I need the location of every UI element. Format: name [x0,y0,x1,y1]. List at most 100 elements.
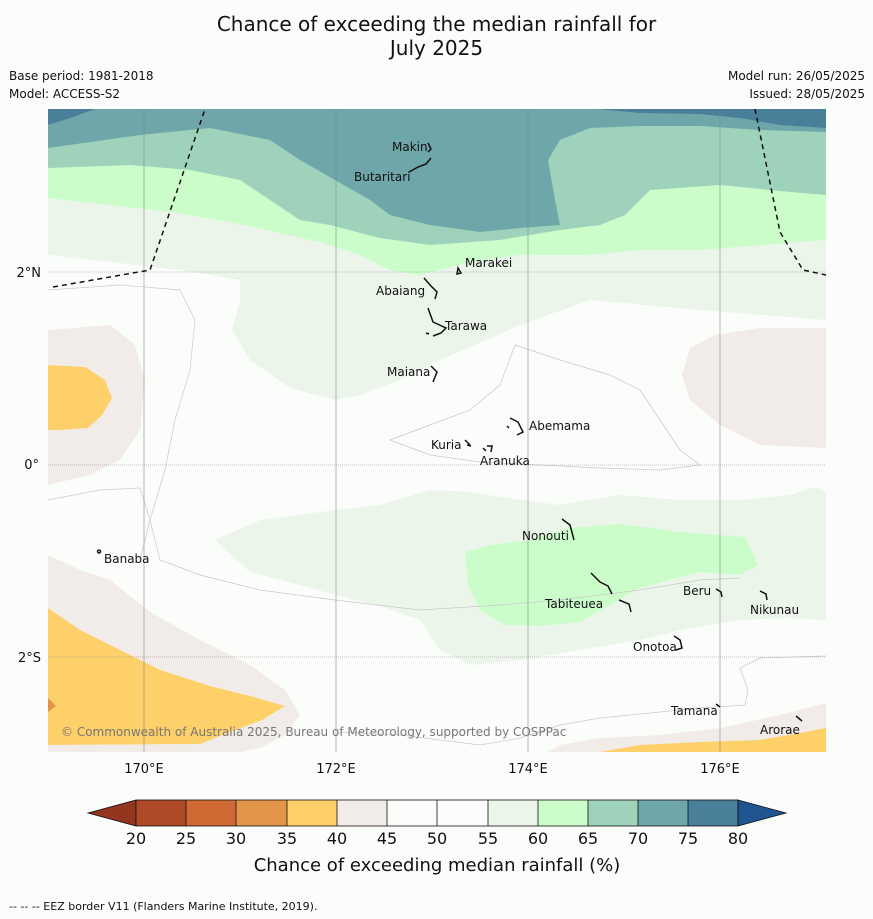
band-75-80-east [598,109,826,128]
colorbar-bin-20-25 [136,800,186,826]
island-tamana [715,703,721,708]
island-onotoa [673,635,683,651]
colorbar-tick-25: 25 [176,829,196,848]
place-makin: Makin [392,140,428,154]
colorbar-tick-45: 45 [377,829,397,848]
place-aranuka: Aranuka [480,454,530,468]
island-arorae [795,715,803,722]
island-butaritari [408,157,432,173]
colorbar-tick-65: 65 [578,829,598,848]
colorbar-arrow-low [86,799,137,827]
place-onotoa: Onotoa [633,640,677,654]
lat-tick-2s: 2°S [18,651,41,666]
island-nonouti [561,518,575,541]
title-line-1: Chance of exceeding the median rainfall … [216,12,657,36]
colorbar-bin-40-45 [337,800,387,826]
band-35-40-southeast [600,728,826,752]
colorbar-tick-20: 20 [126,829,146,848]
island-tabiteuea [590,572,632,613]
place-arorae: Arorae [760,723,800,737]
place-beru: Beru [683,584,711,598]
colorbar-bin-30-35 [236,800,287,826]
island-abaiang [423,277,438,300]
islands [96,142,803,722]
colorbar-tick-70: 70 [628,829,648,848]
contour-line-50d [339,655,826,746]
colorbar-dividers [135,799,739,827]
band-40-45-southwest-bottom [48,744,230,752]
island-beru [715,588,723,598]
place-kuria: Kuria [431,438,462,452]
colorbar-tick-30: 30 [226,829,246,848]
title-line-2: July 2025 [389,36,484,60]
colorbar-tick-80: 80 [728,829,748,848]
island-banaba [96,549,102,554]
island-aranuka [482,445,493,453]
map-area: Makin Butaritari Marakei Abaiang Tarawa … [48,109,826,752]
island-nikunau [759,590,768,601]
colorbar-bin-25-30 [186,800,236,826]
colorbar-bin-45-50 [387,800,437,826]
lat-tick-2n: 2°N [17,266,42,281]
colorbar-bin-55-60 [488,800,538,826]
place-maiana: Maiana [387,365,430,379]
meta-right: Model run: 26/05/2025 Issued: 28/05/2025 [728,67,865,103]
island-marakei [456,265,463,276]
band-40-45-east [682,328,826,448]
band-35-40-west [48,365,112,430]
band-35-40-southwest [48,608,285,745]
lon-tick-172e: 172°E [316,762,356,777]
place-banaba: Banaba [104,552,150,566]
place-abaiang: Abaiang [376,284,425,298]
issued-date: Issued: 28/05/2025 [749,87,865,101]
place-marakei: Marakei [465,256,512,270]
colorbar-bin-60-65 [538,800,588,826]
colorbar-tick-40: 40 [327,829,347,848]
eez-footnote: -- -- -- EEZ border V11 (Flanders Marine… [9,900,318,913]
island-tarawa [425,307,448,337]
island-abemama [506,417,525,436]
meta-left: Base period: 1981-2018 Model: ACCESS-S2 [9,67,154,103]
lon-tick-170e: 170°E [124,762,164,777]
lat-tick-0: 0° [24,458,39,473]
band-30-35-southwest [48,698,56,712]
colorbar-tick-60: 60 [528,829,548,848]
colorbar-tick-75: 75 [678,829,698,848]
place-butaritari: Butaritari [354,170,411,184]
contour-line-50c [48,487,151,561]
lon-tick-176e: 176°E [700,762,740,777]
chart-title: Chance of exceeding the median rainfall … [0,12,873,60]
place-nikunau: Nikunau [750,603,799,617]
band-40-45-southeast [548,703,826,752]
copyright-notice: © Commonwealth of Australia 2025, Bureau… [61,725,566,739]
gridlines [48,109,826,752]
place-tabiteuea: Tabiteuea [544,597,603,611]
lon-tick-174e: 174°E [508,762,548,777]
colorbar-bin-35-40 [287,800,337,826]
colorbar: 20 25 30 35 40 45 50 55 60 65 70 75 80 C… [86,799,788,876]
band-60-65-south [465,524,758,626]
colorbar-arrow-high [737,799,788,827]
island-maiana [430,365,438,383]
place-tamana: Tamana [670,704,718,718]
colorbar-bin-75-80 [688,800,738,826]
band-75-80 [48,109,95,125]
band-70-75 [48,109,826,232]
colorbar-tick-55: 55 [478,829,498,848]
place-nonouti: Nonouti [522,529,569,543]
place-abemama: Abemama [529,419,590,433]
contour-line-50 [48,284,741,611]
eez-border-east [754,109,826,276]
model-name: Model: ACCESS-S2 [9,87,121,101]
eez-border-west [52,109,206,288]
base-period: Base period: 1981-2018 [9,69,154,83]
colorbar-tick-35: 35 [277,829,297,848]
colorbar-bin-65-70 [588,800,638,826]
model-run: Model run: 26/05/2025 [727,69,865,83]
colorbar-bin-50-55 [437,800,488,826]
island-kuria [464,439,472,447]
contour-line-50b [389,344,701,471]
island-makin [427,142,432,153]
colorbar-bin-70-75 [638,800,688,826]
